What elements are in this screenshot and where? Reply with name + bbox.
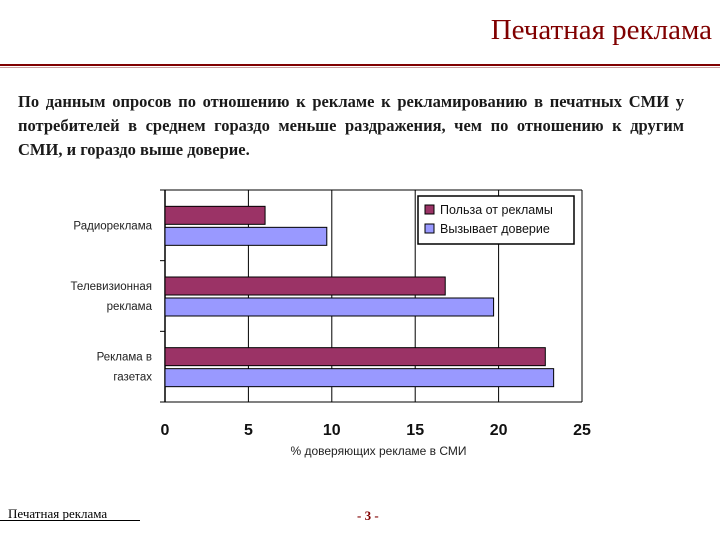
slide-body-text: По данным опросов по отношению к рекламе… xyxy=(18,92,684,159)
title-divider-shadow xyxy=(0,67,720,68)
legend-box xyxy=(417,195,575,245)
legend-label: Вызывает доверие xyxy=(440,222,550,236)
bar-chart: Радиореклама Телевизионная реклама Реклама … xyxy=(71,189,591,458)
page-number: - 3 - xyxy=(357,508,379,523)
x-tick-label: 0 xyxy=(161,422,170,439)
category-label: реклама xyxy=(107,301,153,313)
footer-label: Печатная реклама xyxy=(8,506,108,521)
category-label: Радиореклама xyxy=(73,220,152,232)
bar-benefit-1 xyxy=(164,276,446,296)
x-tick-label: 5 xyxy=(244,422,253,439)
bar-trust-0 xyxy=(164,226,328,246)
x-tick-label: 10 xyxy=(323,422,341,439)
bar-benefit-0 xyxy=(164,205,266,225)
x-tick-label: 15 xyxy=(406,422,424,439)
legend-swatch xyxy=(424,204,435,215)
bar-trust-2 xyxy=(164,368,555,388)
category-label: газетах xyxy=(113,372,152,384)
x-tick-label: 25 xyxy=(573,422,591,439)
slide-title: Печатная реклама xyxy=(490,14,712,46)
footer-divider xyxy=(0,520,140,521)
legend-swatch xyxy=(424,223,435,234)
legend-label: Польза от рекламы xyxy=(440,203,553,217)
category-label: Телевизионная xyxy=(71,281,152,293)
title-divider xyxy=(0,64,720,66)
bar-benefit-2 xyxy=(164,347,546,367)
x-tick-label: 20 xyxy=(490,422,508,439)
bar-trust-1 xyxy=(164,297,495,317)
x-axis-label: % доверяющих рекламе в СМИ xyxy=(290,444,466,458)
category-label: Реклама в xyxy=(97,352,152,364)
